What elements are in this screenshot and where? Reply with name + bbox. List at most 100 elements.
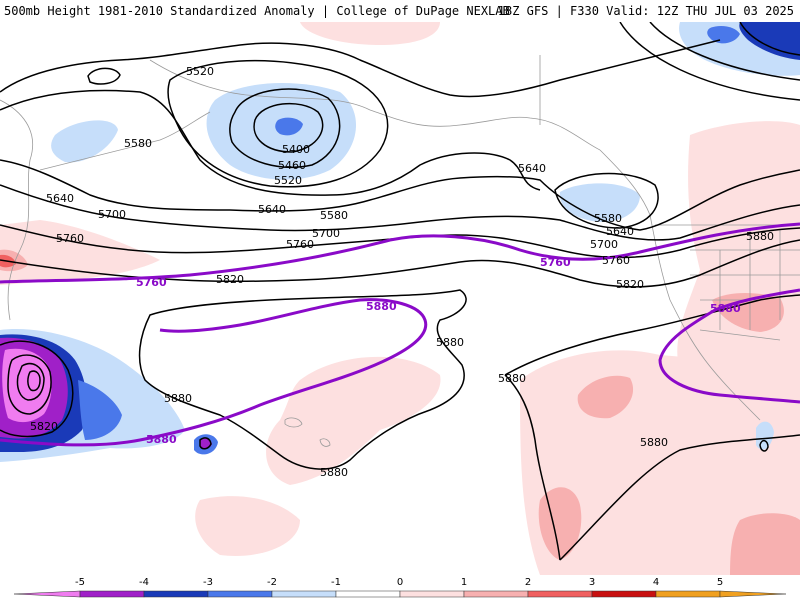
label-5640-east: 5640 xyxy=(518,162,546,175)
contour-west-low-ring2 xyxy=(16,362,45,401)
contour-west-low-ring1 xyxy=(7,354,52,415)
anomaly-negative-2-north-east xyxy=(707,26,740,44)
map-header: 500mb Height 1981-2010 Standardized Anom… xyxy=(0,0,800,22)
colorbar-tick-3: 3 xyxy=(589,577,595,588)
contour-5400 xyxy=(253,102,324,153)
highlight-label-5760-east: 5760 xyxy=(540,256,571,269)
anomaly-positive-1-top xyxy=(300,22,440,45)
anomaly-shading xyxy=(0,22,800,575)
label-5880-northeast: 5880 xyxy=(746,230,774,243)
colorbar-segment xyxy=(13,590,81,598)
anomaly-negative-1-bc xyxy=(559,183,640,222)
anomaly-positive-1-west xyxy=(0,220,160,285)
colorbar-tick-5: 5 xyxy=(717,577,723,588)
contour-north-east-low xyxy=(619,21,800,101)
contour-5520-gulf xyxy=(167,59,389,188)
coastline-bc-west-coast xyxy=(599,149,761,421)
anomaly-positive-2-east-pacific xyxy=(577,375,634,419)
hawaii-islands xyxy=(284,417,331,447)
colorbar-segment xyxy=(143,590,209,598)
contour-5880-east xyxy=(504,294,800,561)
label-5520-gulf: 5520 xyxy=(274,174,302,187)
coastline-aleutians xyxy=(39,111,211,171)
highlight-5880-east xyxy=(658,288,800,404)
anomaly-positive-2-south-east xyxy=(730,513,800,575)
colorbar-segment xyxy=(399,590,465,598)
colorbar-tick--2: -2 xyxy=(267,577,277,588)
colorbar-segment xyxy=(719,590,787,598)
map-title: 500mb Height 1981-2010 Standardized Anom… xyxy=(4,4,510,18)
anomaly-negative-3-north-east xyxy=(739,22,800,60)
label-5880-east-pacific: 5880 xyxy=(498,372,526,385)
contour-west-low-ring3 xyxy=(27,370,41,392)
highlight-contours xyxy=(0,222,800,447)
colorbar-segment xyxy=(271,590,337,598)
label-5820-east: 5820 xyxy=(616,278,644,291)
state-lines xyxy=(690,230,800,330)
label-5640-central: 5640 xyxy=(258,203,286,216)
label-5580-bc: 5580 xyxy=(594,212,622,225)
label-5760-central: 5760 xyxy=(286,238,314,251)
model-run-info: 18Z GFS | F330 Valid: 12Z THU JUL 03 202… xyxy=(497,4,794,18)
anomaly-positive-1-south-west xyxy=(195,496,300,556)
colorbar-segments xyxy=(13,590,787,598)
colorbar-segment xyxy=(591,590,657,598)
highlight-label-5880-east: 5880 xyxy=(710,302,741,315)
label-5880-south-east: 5880 xyxy=(640,436,668,449)
label-5760-west: 5760 xyxy=(56,232,84,245)
label-5640-west: 5640 xyxy=(46,192,74,205)
colorbar-segment xyxy=(463,590,529,598)
anomaly-positive-1-north-america xyxy=(677,121,800,420)
anomaly-colorbar: -5 -4 -3 -2 -1 0 1 2 3 4 5 xyxy=(0,575,800,600)
contour-5520-north xyxy=(0,39,721,98)
border-mexico xyxy=(699,329,781,341)
contour-5460 xyxy=(229,88,341,168)
colorbar-segment xyxy=(79,590,145,598)
coastlines xyxy=(0,55,800,447)
label-5880-central-south: 5880 xyxy=(320,466,348,479)
label-5700-west: 5700 xyxy=(98,208,126,221)
label-5400: 5400 xyxy=(282,143,310,156)
label-5880-central-east: 5880 xyxy=(436,336,464,349)
contour-5580-bc xyxy=(554,172,659,229)
contour-labels: 5400 5460 5520 5520 5580 5580 5580 5640 … xyxy=(30,65,774,479)
label-5820-central: 5820 xyxy=(216,273,244,286)
colorbar-tick-1: 1 xyxy=(461,577,467,588)
highlight-label-5760-west: 5760 xyxy=(136,276,167,289)
contour-5700 xyxy=(0,184,800,241)
colorbar-tick-labels: -5 -4 -3 -2 -1 0 1 2 3 4 5 xyxy=(75,577,723,588)
colorbar-segment xyxy=(527,590,593,598)
label-5880-central-west: 5880 xyxy=(164,392,192,405)
colorbar-tick-4: 4 xyxy=(653,577,659,588)
colorbar-tick-2: 2 xyxy=(525,577,531,588)
label-5760-east: 5760 xyxy=(602,254,630,267)
map-canvas: 5400 5460 5520 5520 5580 5580 5580 5640 … xyxy=(0,21,800,575)
label-5700-central: 5700 xyxy=(312,227,340,240)
coastline-alaska xyxy=(149,59,601,151)
contour-bering-small xyxy=(87,67,121,85)
contour-5880-central xyxy=(138,289,467,470)
label-5580-west: 5580 xyxy=(124,137,152,150)
label-5460: 5460 xyxy=(278,159,306,172)
anomaly-positive-2-north-america xyxy=(712,293,784,332)
colorbar-tick--5: -5 xyxy=(75,577,85,588)
contour-5580-north xyxy=(0,89,541,196)
label-5820-west-low: 5820 xyxy=(30,420,58,433)
anomaly-negative-1-bering xyxy=(51,120,118,163)
highlight-label-5880-central: 5880 xyxy=(366,300,397,313)
contour-5820-west-low xyxy=(0,340,74,438)
label-5580-central: 5580 xyxy=(320,209,348,222)
contour-baja xyxy=(759,439,769,452)
label-5700-east: 5700 xyxy=(590,238,618,251)
coastline-siberia xyxy=(0,99,34,321)
label-5520-north: 5520 xyxy=(186,65,214,78)
contour-small-west xyxy=(199,437,212,450)
highlight-label-5880-west: 5880 xyxy=(146,433,177,446)
colorbar-segment xyxy=(207,590,273,598)
colorbar-tick-0: 0 xyxy=(397,577,403,588)
colorbar-tick--3: -3 xyxy=(203,577,213,588)
anomaly-negative-2-west-low xyxy=(78,380,122,440)
highlight-5760 xyxy=(0,222,800,284)
colorbar-segment xyxy=(335,590,401,598)
